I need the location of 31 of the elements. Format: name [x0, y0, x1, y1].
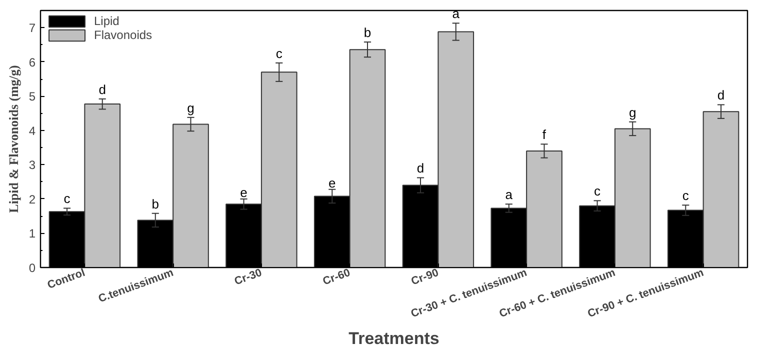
x-axis-title: Treatments [348, 328, 440, 348]
data-label: d [416, 160, 424, 176]
y-tick-label: 3 [28, 158, 36, 172]
x-tick-label: Cr-30 [232, 266, 264, 288]
y-tick-label: 7 [28, 21, 36, 36]
data-label: f [542, 127, 546, 142]
y-tick-label: 1 [28, 226, 36, 241]
y-axis-title: Lipid & Flavonoids (mg/g) [6, 65, 21, 213]
x-tick-label: Cr-60 [321, 266, 352, 288]
x-tick-label: Cr-90 [410, 266, 440, 288]
data-label: e [328, 175, 336, 190]
data-label: b [364, 25, 372, 40]
legend-label: Flavonoids [94, 28, 152, 42]
y-tick-label: 0 [28, 261, 36, 275]
data-label: b [152, 196, 160, 212]
data-label: e [240, 184, 248, 200]
y-tick-label: 5 [28, 90, 36, 104]
data-label: c [682, 188, 690, 204]
data-label: d [717, 88, 725, 103]
y-tick-label: 4 [28, 124, 36, 138]
data-label: c [276, 46, 283, 61]
data-label: c [64, 191, 71, 206]
data-label: c [594, 184, 602, 199]
y-tick-label: 2 [28, 192, 36, 206]
data-label: a [505, 187, 514, 202]
legend-label: Lipid [94, 14, 120, 28]
data-label: a [452, 6, 460, 22]
y-tick-label: 6 [28, 55, 36, 70]
data-label: d [98, 82, 106, 97]
data-label: g [628, 104, 636, 120]
data-label: g [187, 100, 194, 116]
